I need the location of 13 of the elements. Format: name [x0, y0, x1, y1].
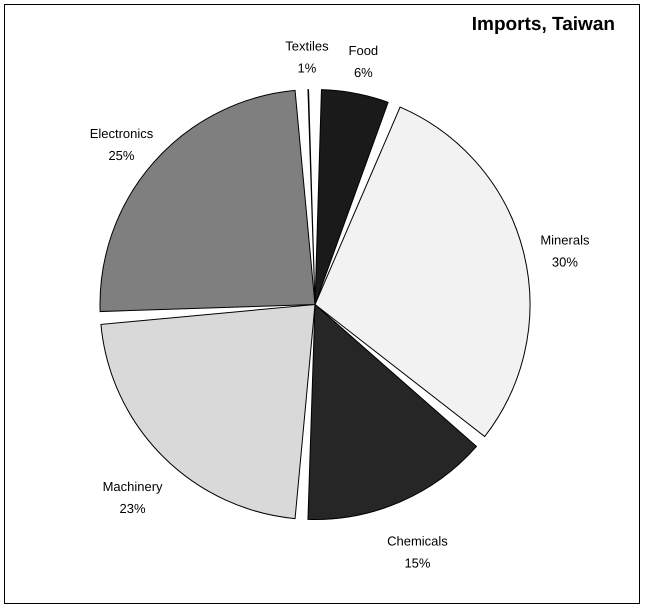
chart-title: Imports, Taiwan	[472, 14, 615, 35]
slice-label: Minerals	[540, 232, 590, 248]
data-label: 1%	[298, 60, 317, 76]
data-label: 15%	[404, 555, 431, 570]
slice-label: Chemicals	[387, 533, 448, 548]
data-label: 30%	[552, 254, 578, 270]
data-label: 23%	[120, 500, 146, 516]
data-label: 25%	[108, 148, 135, 163]
slice-label: Food	[348, 43, 378, 58]
slice-label: Machinery	[102, 478, 164, 494]
data-label: 6%	[354, 65, 374, 80]
slice-label: Textiles	[285, 38, 330, 54]
slice-label: Electronics	[90, 126, 154, 141]
